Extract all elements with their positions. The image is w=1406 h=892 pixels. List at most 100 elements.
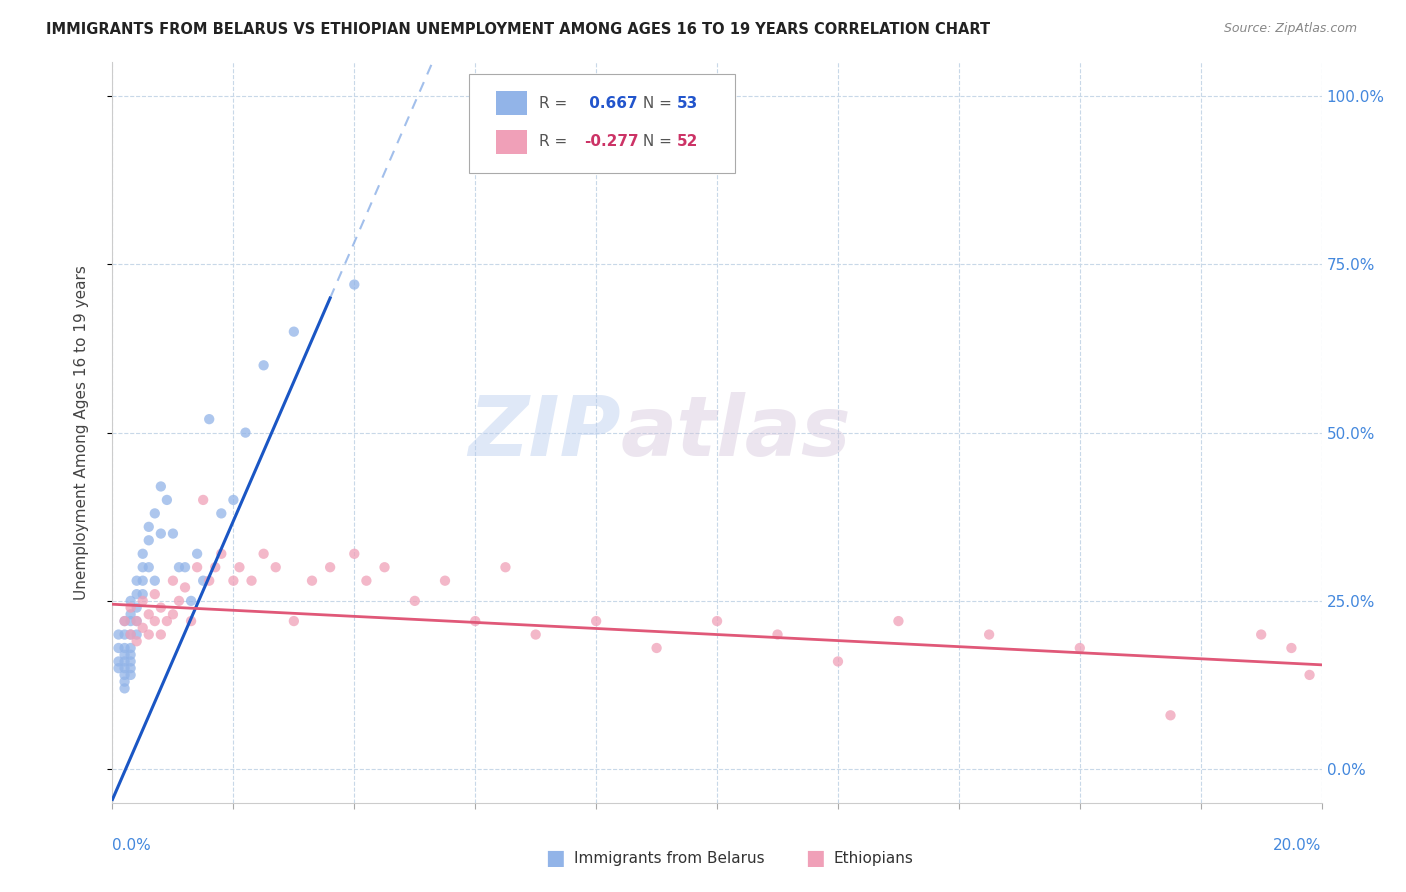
Text: ZIP: ZIP <box>468 392 620 473</box>
Point <box>585 614 607 628</box>
Point <box>887 614 910 628</box>
Text: N =: N = <box>638 134 678 149</box>
Point <box>143 614 166 628</box>
Point <box>120 668 142 682</box>
Point <box>114 668 136 682</box>
Point <box>125 614 148 628</box>
Point <box>149 600 172 615</box>
Point <box>253 547 276 561</box>
Point <box>228 560 250 574</box>
Point <box>766 627 789 641</box>
Point <box>1250 627 1272 641</box>
Point <box>198 412 221 426</box>
Point <box>138 607 160 622</box>
Bar <box>496 130 527 153</box>
Point <box>240 574 263 588</box>
Point <box>132 621 155 635</box>
Point <box>143 587 166 601</box>
Point <box>222 574 245 588</box>
Point <box>495 560 517 574</box>
Text: atlas: atlas <box>620 392 851 473</box>
Point <box>125 587 148 601</box>
Point <box>107 655 129 669</box>
Point <box>162 574 184 588</box>
Point <box>174 560 197 574</box>
Point <box>138 520 160 534</box>
Text: 52: 52 <box>678 134 699 149</box>
Point <box>149 627 172 641</box>
Point <box>706 89 728 103</box>
Point <box>156 614 179 628</box>
Point <box>125 600 148 615</box>
Point <box>143 507 166 521</box>
Point <box>114 674 136 689</box>
Point <box>1069 640 1091 655</box>
Point <box>132 560 155 574</box>
Text: 20.0%: 20.0% <box>1274 838 1322 854</box>
Point <box>162 526 184 541</box>
Point <box>209 507 232 521</box>
Point <box>167 560 190 574</box>
Point <box>356 574 378 588</box>
FancyBboxPatch shape <box>470 73 735 173</box>
Point <box>1159 708 1181 723</box>
Text: Source: ZipAtlas.com: Source: ZipAtlas.com <box>1223 22 1357 36</box>
Point <box>319 560 342 574</box>
Point <box>186 547 208 561</box>
Point <box>114 648 136 662</box>
Point <box>125 634 148 648</box>
Point <box>977 627 1000 641</box>
Point <box>1298 668 1320 682</box>
Point <box>125 614 148 628</box>
Point <box>827 655 849 669</box>
Point <box>120 627 142 641</box>
Point <box>120 648 142 662</box>
Point <box>283 614 305 628</box>
Text: ■: ■ <box>806 848 825 868</box>
Point <box>120 614 142 628</box>
Point <box>120 594 142 608</box>
Point <box>138 627 160 641</box>
Point <box>301 574 323 588</box>
Text: R =: R = <box>540 134 572 149</box>
Point <box>374 560 396 574</box>
Text: R =: R = <box>540 95 572 111</box>
Point <box>264 560 287 574</box>
Text: 53: 53 <box>678 95 699 111</box>
Text: 0.0%: 0.0% <box>112 838 152 854</box>
Point <box>114 640 136 655</box>
Point <box>186 560 208 574</box>
Point <box>132 574 155 588</box>
Text: Immigrants from Belarus: Immigrants from Belarus <box>574 851 765 865</box>
Point <box>149 479 172 493</box>
Text: N =: N = <box>638 95 678 111</box>
Point <box>120 640 142 655</box>
Point <box>253 359 276 373</box>
Point <box>114 627 136 641</box>
Point <box>404 594 426 608</box>
Point <box>191 492 214 507</box>
Point <box>174 581 197 595</box>
Point <box>132 594 155 608</box>
Point <box>114 614 136 628</box>
Point <box>107 661 129 675</box>
Point <box>180 594 202 608</box>
Point <box>283 325 305 339</box>
Point <box>204 560 226 574</box>
Point <box>191 574 214 588</box>
Point <box>138 560 160 574</box>
Point <box>120 600 142 615</box>
Point <box>162 607 184 622</box>
Point <box>107 640 129 655</box>
Point <box>114 655 136 669</box>
Point <box>645 640 668 655</box>
Point <box>132 587 155 601</box>
Point <box>114 614 136 628</box>
Point <box>138 533 160 548</box>
Point <box>167 594 190 608</box>
Text: 0.667: 0.667 <box>583 95 638 111</box>
Y-axis label: Unemployment Among Ages 16 to 19 years: Unemployment Among Ages 16 to 19 years <box>75 265 89 600</box>
Point <box>120 607 142 622</box>
Text: -0.277: -0.277 <box>583 134 638 149</box>
Point <box>198 574 221 588</box>
